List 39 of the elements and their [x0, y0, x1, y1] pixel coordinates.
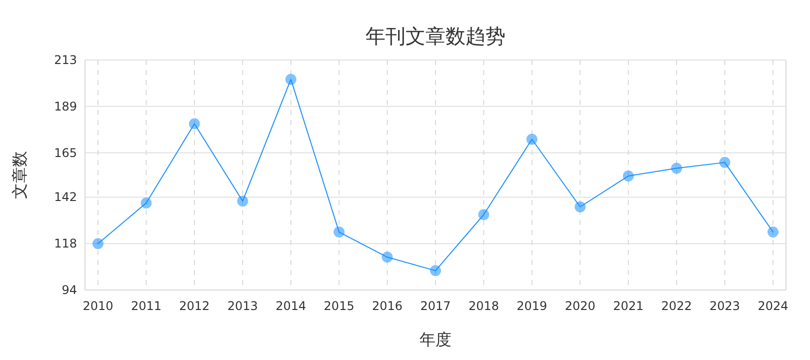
x-tick-label: 2017 — [420, 299, 451, 313]
x-tick-label: 2021 — [613, 299, 644, 313]
y-tick-label: 94 — [62, 283, 77, 297]
point — [430, 265, 441, 276]
x-tick-label: 2015 — [324, 299, 354, 313]
y-tick-label: 142 — [54, 190, 77, 204]
point — [622, 170, 634, 182]
x-axis-title: 年度 — [420, 330, 452, 349]
x-tick-label: 2011 — [130, 299, 162, 313]
point — [574, 201, 586, 212]
y-tick-label: 118 — [54, 236, 77, 251]
x-tick-label: 2022 — [661, 299, 692, 313]
point — [188, 118, 200, 130]
y-tick-label: 213 — [54, 53, 77, 67]
x-tick-label: 2012 — [179, 299, 210, 313]
point — [526, 134, 538, 145]
y-tick-label: 165 — [54, 146, 77, 160]
x-tick-label: 2013 — [227, 299, 258, 313]
point — [768, 226, 778, 238]
point — [140, 198, 152, 209]
y-tick-label: 189 — [54, 99, 77, 114]
point — [478, 209, 490, 220]
x-tick-label: 2020 — [564, 299, 596, 313]
x-tick-label: 2018 — [468, 299, 499, 313]
x-tick-label: 2010 — [82, 299, 114, 313]
point — [92, 238, 104, 250]
x-tick-label: 2023 — [710, 299, 740, 313]
point — [285, 74, 296, 85]
point — [382, 252, 393, 263]
point — [719, 156, 730, 168]
point — [671, 162, 682, 174]
x-tick-label: 2024 — [758, 299, 788, 313]
point — [334, 226, 345, 238]
y-axis-title: 文章数 — [10, 151, 29, 199]
x-tick-label: 2014 — [276, 299, 306, 313]
x-tick-label: 2016 — [372, 299, 403, 313]
chart-title: 年刊文章数趋势 — [366, 24, 506, 48]
x-tick-label: 2019 — [516, 299, 548, 313]
point — [237, 196, 248, 207]
